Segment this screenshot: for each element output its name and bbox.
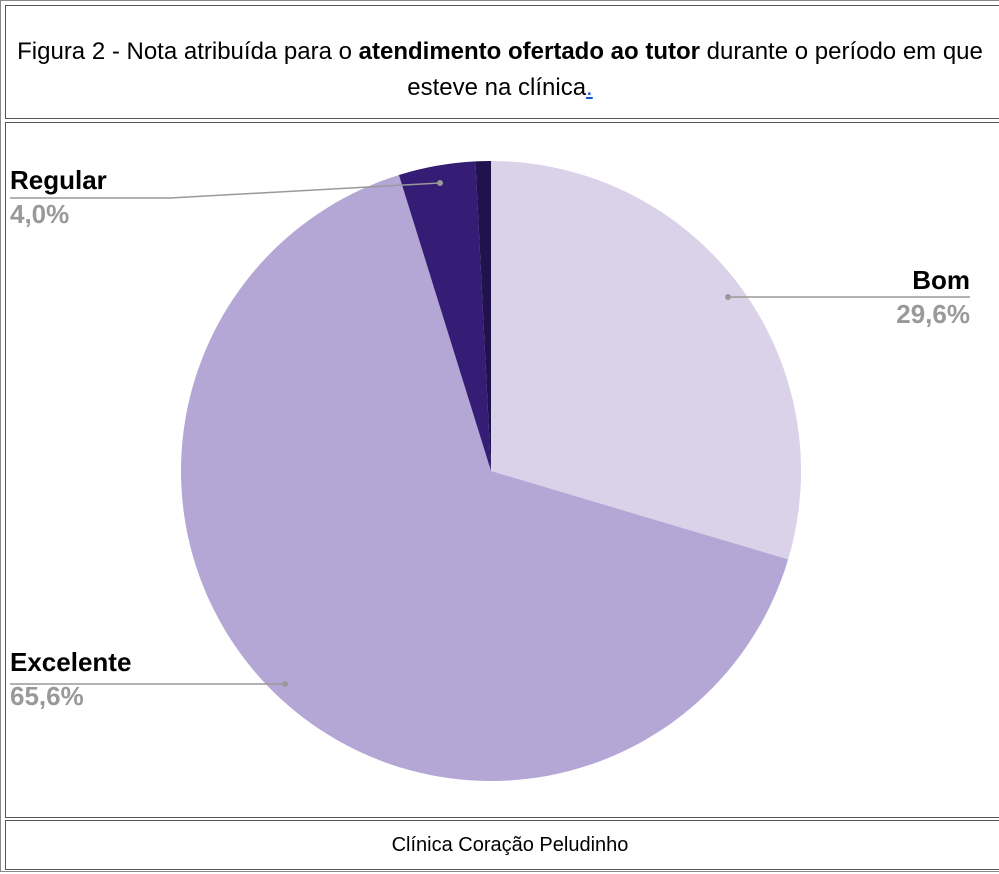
leader-dot [725,294,731,300]
leader-dot [282,681,288,687]
title-bold: atendimento ofertado ao tutor [358,38,700,65]
leader-line [10,182,441,199]
pie-slice [475,161,491,471]
figure-title: Figura 2 - Nota atribuída para o atendim… [5,5,999,119]
slice-value: 65,6% [10,681,84,711]
chart-cell [5,122,999,818]
title-text: Figura 2 - Nota atribuída para o [17,38,359,65]
slice-label: Regular [10,165,107,195]
slice-label: Excelente [10,647,131,677]
title-link[interactable]: . [586,74,593,101]
pie-slice [491,161,802,560]
pie-slice [180,174,789,781]
title-text: durante o período em que esteve na clíni… [407,38,983,101]
caption: Clínica Coração Peludinho [5,820,999,870]
leader-dot [437,180,443,186]
pie-slice [398,161,491,471]
slice-value: 29,6% [896,299,970,329]
slice-value: 4,0% [10,199,69,229]
slice-label: Bom [912,265,970,295]
